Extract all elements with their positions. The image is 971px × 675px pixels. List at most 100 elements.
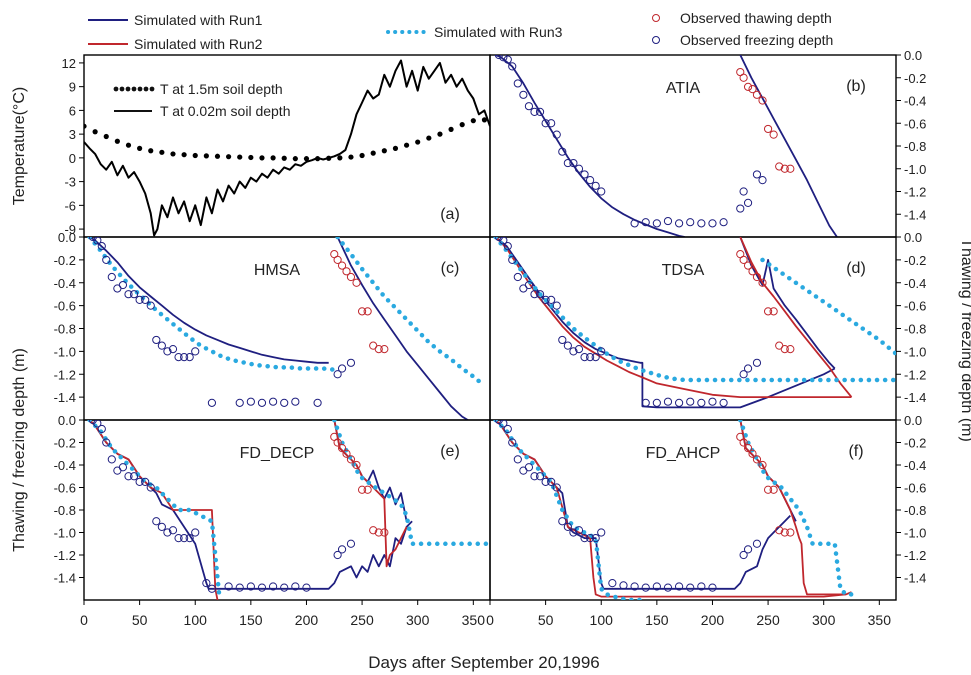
observation-point <box>363 485 372 494</box>
observation-point <box>152 335 161 345</box>
observation-point <box>174 534 183 543</box>
y-tick-label: -1.4 <box>904 390 926 405</box>
series-dotted-line <box>332 420 490 547</box>
observation-point <box>499 55 508 62</box>
series-point <box>437 131 443 137</box>
panel-f: FD_AHCP (f) 0.0 -0.2 -0.4 -0.6 -0.8 -1.0 -1.2 -1.… <box>486 413 926 628</box>
series-line <box>89 237 329 364</box>
legend-label: Observed thawing depth <box>680 10 832 26</box>
panel-name: FD_AHCP <box>646 445 721 462</box>
observation-point <box>558 517 567 526</box>
observation-point <box>563 341 572 350</box>
observation-point <box>558 147 567 156</box>
legend-entry: Simulated with Run3 <box>386 24 563 40</box>
observation-point <box>333 550 342 560</box>
legend-swatch <box>652 14 660 22</box>
observation-point <box>574 526 584 535</box>
temp-legend-entry: T at 0.02m soil depth <box>114 103 290 119</box>
panel-plot-area <box>494 55 838 237</box>
legend-entry: Simulated with Run2 <box>88 36 263 52</box>
temp-legend-swatch <box>125 86 131 92</box>
series-point <box>159 149 165 155</box>
series-point <box>459 122 465 128</box>
series-point <box>448 126 454 132</box>
observation-point <box>135 477 144 486</box>
observation-point <box>697 582 706 591</box>
observation-point <box>619 581 628 590</box>
y-tick-label: -0.2 <box>54 253 76 268</box>
observation-point <box>630 219 639 228</box>
temp-legend-swatch <box>149 86 155 92</box>
panel-e: FD_DECP (e) 0.0 -0.2 -0.4 -0.6 -0.8 -1.0 -1.2 -1.… <box>54 413 491 628</box>
observation-point <box>168 526 178 535</box>
y-tick-label: -0.8 <box>904 503 926 518</box>
x-tick-label: 50 <box>538 612 554 628</box>
observation-point <box>346 455 356 464</box>
y-tick-label: -0.8 <box>54 322 76 337</box>
observation-point <box>541 119 550 128</box>
observation-point <box>346 272 356 282</box>
observation-point <box>224 582 233 591</box>
observation-point <box>558 335 567 345</box>
series-point <box>281 155 287 161</box>
series-line <box>84 59 490 237</box>
series-point <box>84 123 87 129</box>
observation-point <box>535 472 545 481</box>
legend-entry: Simulated with Run1 <box>88 12 263 28</box>
observation-point <box>563 158 572 168</box>
series-point <box>259 155 265 161</box>
observation-point <box>93 420 102 428</box>
series-point <box>415 139 421 145</box>
series-dotted-line <box>87 420 222 600</box>
observation-point <box>357 307 367 316</box>
observation-point <box>333 438 342 447</box>
x-tick-label: 0 <box>486 612 494 628</box>
observation-point <box>758 278 767 287</box>
panel-label: (b) <box>846 78 866 95</box>
panel-name: ATIA <box>666 80 701 97</box>
series-point <box>103 133 109 140</box>
series-line <box>333 420 408 522</box>
x-tick-label: 150 <box>239 612 263 628</box>
observation-point <box>337 545 347 554</box>
observation-point <box>107 272 116 282</box>
x-axis-title: Days after September 20,1996 <box>368 653 600 672</box>
series-point <box>470 118 476 124</box>
observation-point <box>246 582 255 591</box>
observation-point <box>739 255 748 264</box>
observation-point <box>743 82 753 91</box>
observation-point <box>769 130 778 139</box>
series-point <box>226 154 232 160</box>
observation-point <box>191 528 200 537</box>
y-tick-label: 12 <box>62 56 76 71</box>
observation-point <box>163 347 172 356</box>
observation-point <box>352 460 361 470</box>
observation-point <box>374 528 383 537</box>
y-tick-label: -1.4 <box>54 390 76 405</box>
series-point <box>125 142 132 148</box>
x-tick-label: 250 <box>350 612 374 628</box>
series-point <box>92 129 98 135</box>
observation-point <box>207 398 217 407</box>
series-point <box>337 155 343 161</box>
observation-point <box>769 485 778 494</box>
legend-label: Observed freezing depth <box>680 32 833 48</box>
temp-legend-swatch <box>113 86 119 92</box>
observation-point <box>580 534 589 543</box>
panel-d: TDSA (d) 0.0 -0.2 -0.4 -0.6 -0.8 -1.0 -1.2 -1.4 <box>489 230 926 421</box>
observation-point <box>513 272 522 282</box>
y-tick-label: -0.4 <box>54 276 76 291</box>
series-line <box>494 420 852 598</box>
observation-point <box>524 280 534 290</box>
y-tick-label: -0.2 <box>904 436 926 451</box>
observation-point <box>719 218 728 227</box>
observation-point <box>337 261 347 270</box>
series-line <box>494 237 852 399</box>
observation-point <box>146 483 155 492</box>
y-tick-label: 3 <box>69 127 76 142</box>
observation-point <box>630 582 639 591</box>
x-tick-label: 350 <box>868 612 892 628</box>
panel-plot-area <box>493 420 860 600</box>
observation-point <box>337 364 347 373</box>
